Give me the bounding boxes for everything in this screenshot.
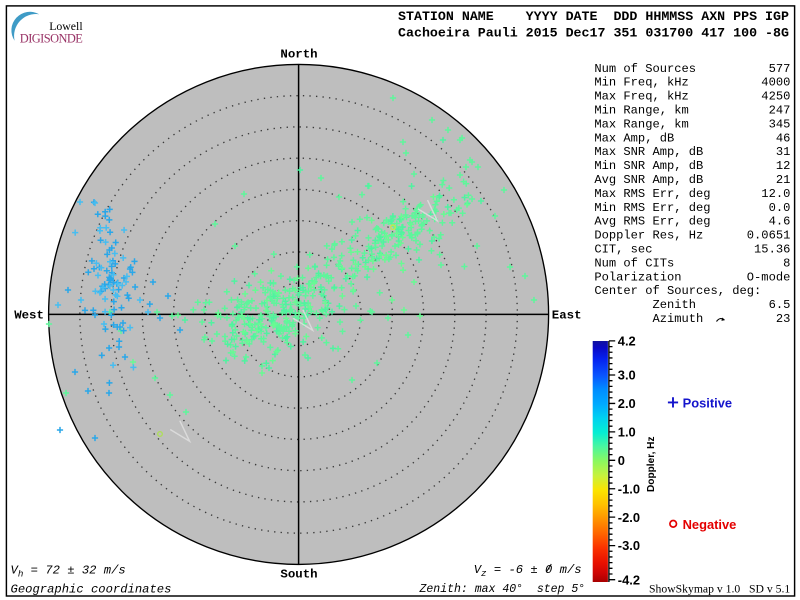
svg-text:3.0: 3.0 xyxy=(618,368,636,383)
svg-text:East: East xyxy=(552,308,582,322)
svg-text:Max Freq, kHz 4250: Max Freq, kHz 4250 xyxy=(594,90,790,104)
svg-text:-4.2: -4.2 xyxy=(618,572,640,587)
svg-text:STATION NAME YYYY DATE DDD: STATION NAME YYYY DATE DDD HHMMSS AXN PP… xyxy=(398,9,789,24)
svg-text:Max RMS Err, deg 12.0: Max RMS Err, deg 12.0 xyxy=(594,187,790,201)
svg-text:-3.0: -3.0 xyxy=(618,538,640,553)
svg-text:Avg SNR Amp, dB 21: Avg SNR Amp, dB 21 xyxy=(594,173,790,187)
svg-text:North: North xyxy=(280,48,317,62)
svg-text:Num of Sources 577: Num of Sources 577 xyxy=(594,62,790,76)
svg-text:Zenith 6.5: Zenith 6.5 xyxy=(594,298,790,312)
svg-text:Polarization O-mode: Polarization O-mode xyxy=(594,270,790,284)
svg-text:Cachoeira Pauli 2015 Dec17 351: Cachoeira Pauli 2015 Dec17 351 031700 41… xyxy=(398,26,789,41)
svg-text:4.2: 4.2 xyxy=(618,334,636,349)
svg-text:-2.0: -2.0 xyxy=(618,510,640,525)
svg-text:Vz = -6 ± 0 m/s: Vz = -6 ± 0 m/s xyxy=(474,563,582,579)
svg-text:DIGISONDE: DIGISONDE xyxy=(20,32,83,46)
svg-text:0: 0 xyxy=(618,453,625,468)
svg-text:Negative: Negative xyxy=(683,517,737,532)
svg-text:Azimuth 23: Azimuth 23 xyxy=(594,312,790,326)
svg-text:West: West xyxy=(14,308,44,322)
svg-text:CIT, sec 15.36: CIT, sec 15.36 xyxy=(594,243,790,257)
svg-text:Center of Sources, deg:: Center of Sources, deg: xyxy=(594,284,761,298)
svg-text:Min Range, km 247: Min Range, km 247 xyxy=(594,104,790,118)
svg-text:Vh = 72 ± 32 m/s: Vh = 72 ± 32 m/s xyxy=(11,564,126,580)
svg-text:Max Amp, dB 46: Max Amp, dB 46 xyxy=(594,131,790,145)
svg-text:Doppler, Hz: Doppler, Hz xyxy=(646,436,657,492)
svg-text:South: South xyxy=(280,568,317,582)
svg-text:1.0: 1.0 xyxy=(618,425,636,440)
svg-text:-1.0: -1.0 xyxy=(618,481,640,496)
svg-text:Max Range, km 345: Max Range, km 345 xyxy=(594,117,790,131)
svg-text:Min RMS Err, deg 0.0: Min RMS Err, deg 0.0 xyxy=(594,201,790,215)
svg-text:Max SNR Amp, dB 31: Max SNR Amp, dB 31 xyxy=(594,145,790,159)
svg-text:ShowSkymap v 1.0 SD v 5.1: ShowSkymap v 1.0 SD v 5.1 xyxy=(649,583,790,596)
svg-text:Min Freq, kHz 4000: Min Freq, kHz 4000 xyxy=(594,76,790,90)
svg-text:Positive: Positive xyxy=(683,396,732,411)
svg-text:Min SNR Amp, dB 12: Min SNR Amp, dB 12 xyxy=(594,159,790,173)
svg-text:2.0: 2.0 xyxy=(618,396,636,411)
svg-text:Doppler Res, Hz 0.0651: Doppler Res, Hz 0.0651 xyxy=(594,229,790,243)
svg-text:Lowell: Lowell xyxy=(49,19,83,33)
svg-text:Avg RMS Err, deg 4.6: Avg RMS Err, deg 4.6 xyxy=(594,215,790,229)
svg-text:Geographic coordinates: Geographic coordinates xyxy=(11,583,172,597)
svg-text:Num of CITs 8: Num of CITs 8 xyxy=(594,256,790,270)
svg-text:Zenith: max 40° step 5°: Zenith: max 40° step 5° xyxy=(419,583,586,596)
